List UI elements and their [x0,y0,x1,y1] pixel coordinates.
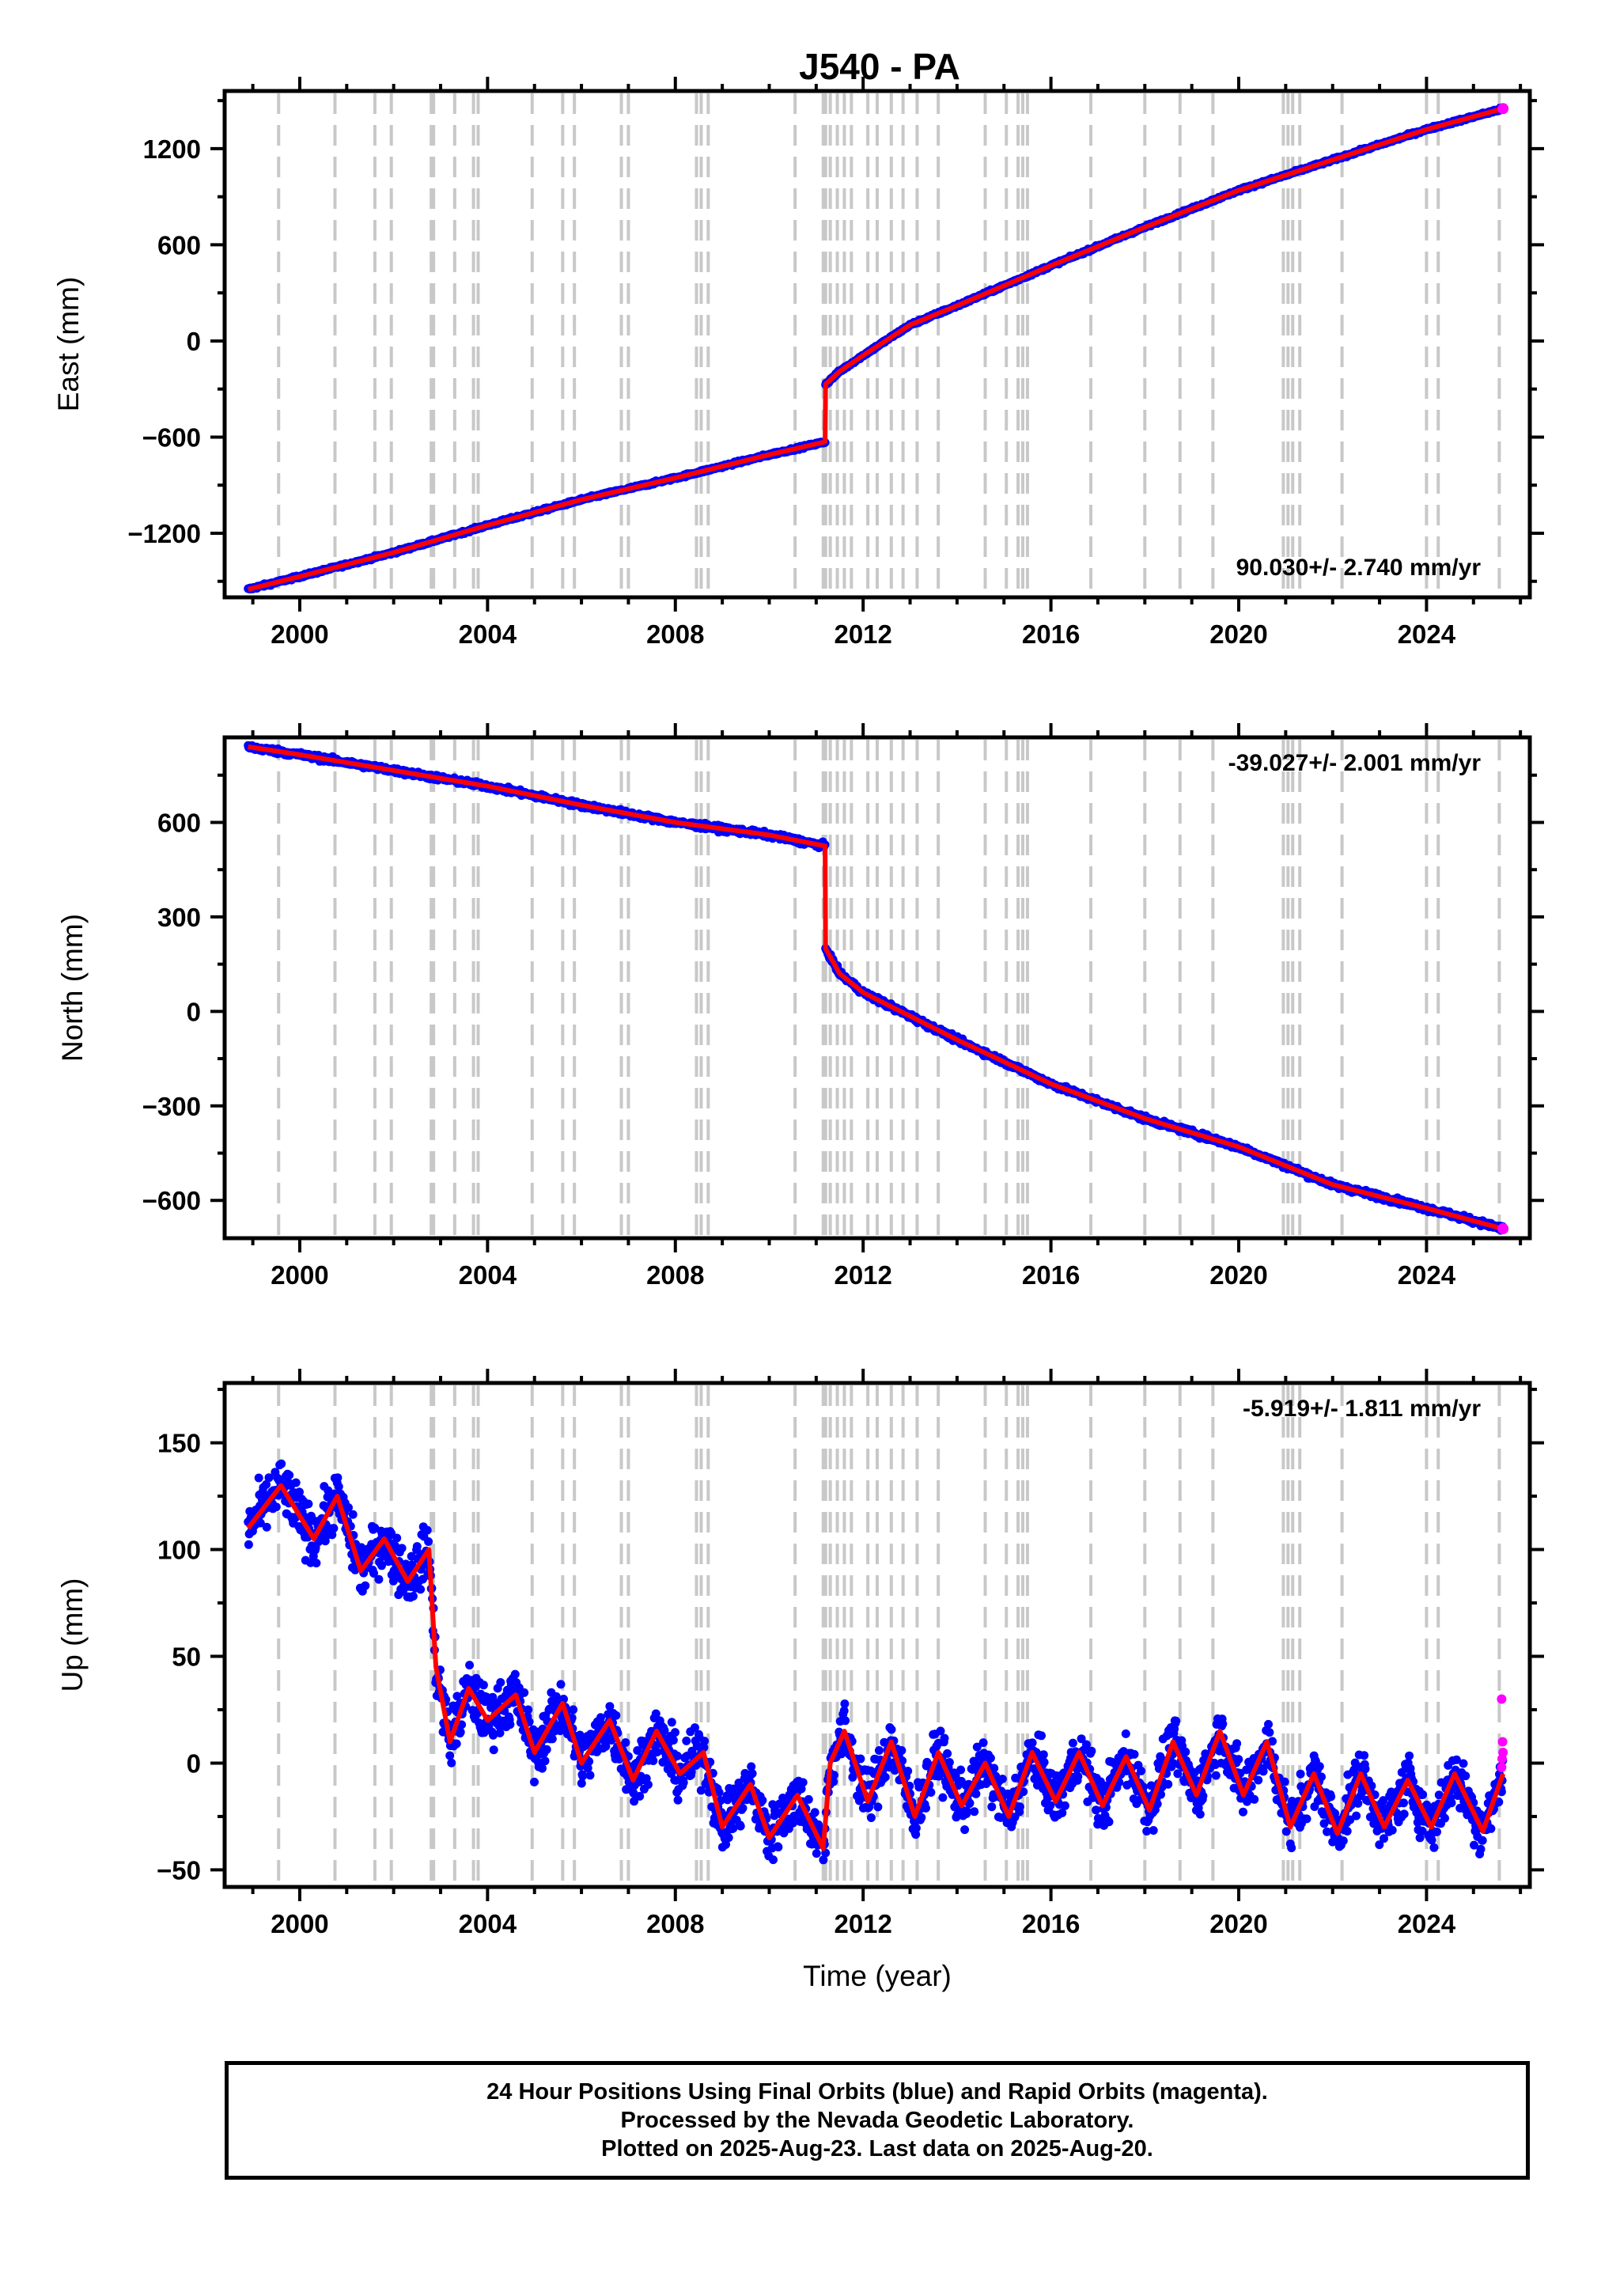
x-tick-label: 2024 [1398,1260,1456,1290]
velocity-rate-label: -39.027+/- 2.001 mm/yr [1228,750,1482,776]
data-point [329,1524,339,1533]
y-axis-label: East (mm) [52,277,85,412]
x-tick-label: 2004 [459,619,517,649]
figure-title: J540 - PA [799,46,960,87]
x-tick-label: 2004 [459,1260,517,1290]
data-point [312,1559,321,1568]
x-tick-label: 2012 [834,1260,891,1290]
model-curve [248,744,1504,1231]
data-point [271,1502,281,1512]
x-tick-label: 2016 [1022,619,1080,649]
y-tick-label: −600 [142,422,201,452]
x-tick-label: 2020 [1209,1260,1267,1290]
y-tick-label: 0 [187,327,201,356]
data-point [333,1473,343,1483]
y-tick-label: 600 [157,230,201,260]
data-point [291,1478,301,1487]
y-tick-label: −1200 [127,519,201,548]
data-point [285,1471,294,1480]
data-point [304,1499,313,1509]
x-tick-label: 2020 [1209,619,1267,649]
x-tick-label: 2000 [271,1260,328,1290]
x-tick-label: 2008 [646,1260,704,1290]
x-tick-label: 2012 [834,619,891,649]
data-point [262,1522,271,1532]
rapid-orbit-point [1497,103,1509,115]
velocity-rate-label: 90.030+/- 2.740 mm/yr [1236,555,1482,581]
rapid-orbit-point [1497,1223,1509,1235]
x-tick-label: 2008 [646,619,704,649]
y-axis-label: North (mm) [56,914,89,1062]
data-point [244,1540,253,1549]
y-tick-label: 0 [187,997,201,1026]
panel-up: 2000 2004 2008 2012 2016 2020 2024−50050100150… [56,1369,1544,1992]
panel-east: 2000 2004 2008 2012 2016 2020 2024 −1200 −600 0 60… [52,77,1544,649]
data-point [334,1482,343,1491]
model-curve [247,106,1504,592]
data-point [254,1473,263,1483]
y-tick-label: 300 [157,903,201,932]
x-tick-label: 2016 [1022,1260,1080,1290]
y-tick-label: 600 [157,808,201,837]
x-tick-label: 2000 [271,619,328,649]
y-tick-label: −300 [142,1092,201,1121]
panel-north: 2000 2004 2008 2012 2016 2020 2024 −600 −300 0 300… [56,723,1544,1290]
x-tick-label: 2024 [1398,619,1456,649]
data-point [277,1459,286,1468]
y-tick-label: 1200 [143,135,201,164]
data-point [348,1510,358,1519]
y-tick-label: −600 [142,1186,201,1215]
